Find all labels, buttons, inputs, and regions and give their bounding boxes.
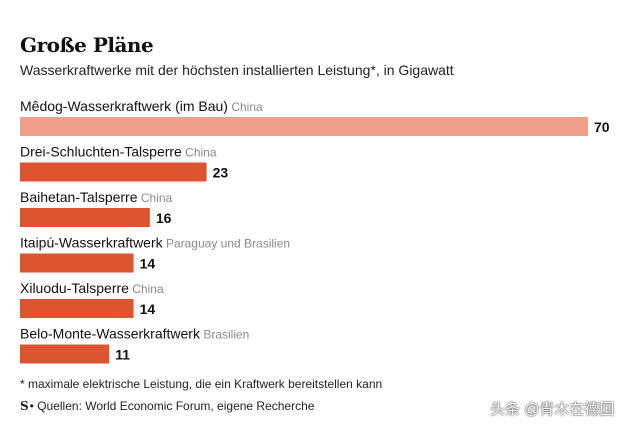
- country-name: China: [228, 100, 263, 114]
- footnote: * maximale elektrische Leistung, die ein…: [20, 377, 383, 391]
- bar-label: Belo-Monte-Wasserkraftwerk Brasilien: [20, 326, 249, 342]
- category-name: Baihetan-Talsperre: [20, 189, 138, 205]
- category-name: Itaipú-Wasserkraftwerk: [20, 235, 164, 251]
- bar-label: Drei-Schluchten-Talsperre China: [20, 144, 217, 160]
- country-name: China: [129, 282, 164, 296]
- source-text: • Quellen: World Economic Forum, eigene …: [29, 399, 315, 413]
- bar-label: Mêdog-Wasserkraftwerk (im Bau) China: [20, 98, 263, 114]
- bar: [20, 208, 150, 227]
- country-name: Paraguay und Brasilien: [163, 237, 290, 251]
- watermark: 头条 @青木在德国: [490, 401, 615, 418]
- bar: [20, 162, 207, 182]
- bar-label: Itaipú-Wasserkraftwerk Paraguay und Bras…: [20, 235, 290, 251]
- category-name: Mêdog-Wasserkraftwerk (im Bau): [20, 98, 228, 114]
- country-name: China: [138, 191, 173, 205]
- data-label: 14: [140, 256, 156, 272]
- bar-label: Baihetan-Talsperre China: [20, 189, 173, 205]
- source-line: S• Quellen: World Economic Forum, eigene…: [20, 399, 314, 413]
- data-label: 16: [156, 210, 172, 226]
- bar: [20, 253, 134, 273]
- category-name: Drei-Schluchten-Talsperre: [20, 144, 182, 160]
- data-label: 23: [213, 165, 229, 181]
- data-label: 70: [594, 119, 610, 135]
- data-label: 14: [140, 301, 156, 317]
- publisher-logo: S: [20, 399, 29, 413]
- bar-label: Xiluodu-Talsperre China: [20, 280, 164, 296]
- bar: [20, 344, 110, 364]
- bar: [20, 299, 134, 318]
- chart-subtitle: Wasserkraftwerke mit der höchsten instal…: [20, 62, 454, 78]
- bar: [20, 117, 588, 136]
- category-name: Xiluodu-Talsperre: [20, 280, 129, 296]
- country-name: Brasilien: [200, 328, 249, 342]
- country-name: China: [182, 146, 217, 160]
- category-name: Belo-Monte-Wasserkraftwerk: [20, 326, 201, 342]
- chart-title: Große Pläne: [20, 33, 154, 57]
- bar-chart: Mêdog-Wasserkraftwerk (im Bau) China 70 Dr…: [20, 98, 610, 364]
- data-label: 11: [115, 347, 130, 363]
